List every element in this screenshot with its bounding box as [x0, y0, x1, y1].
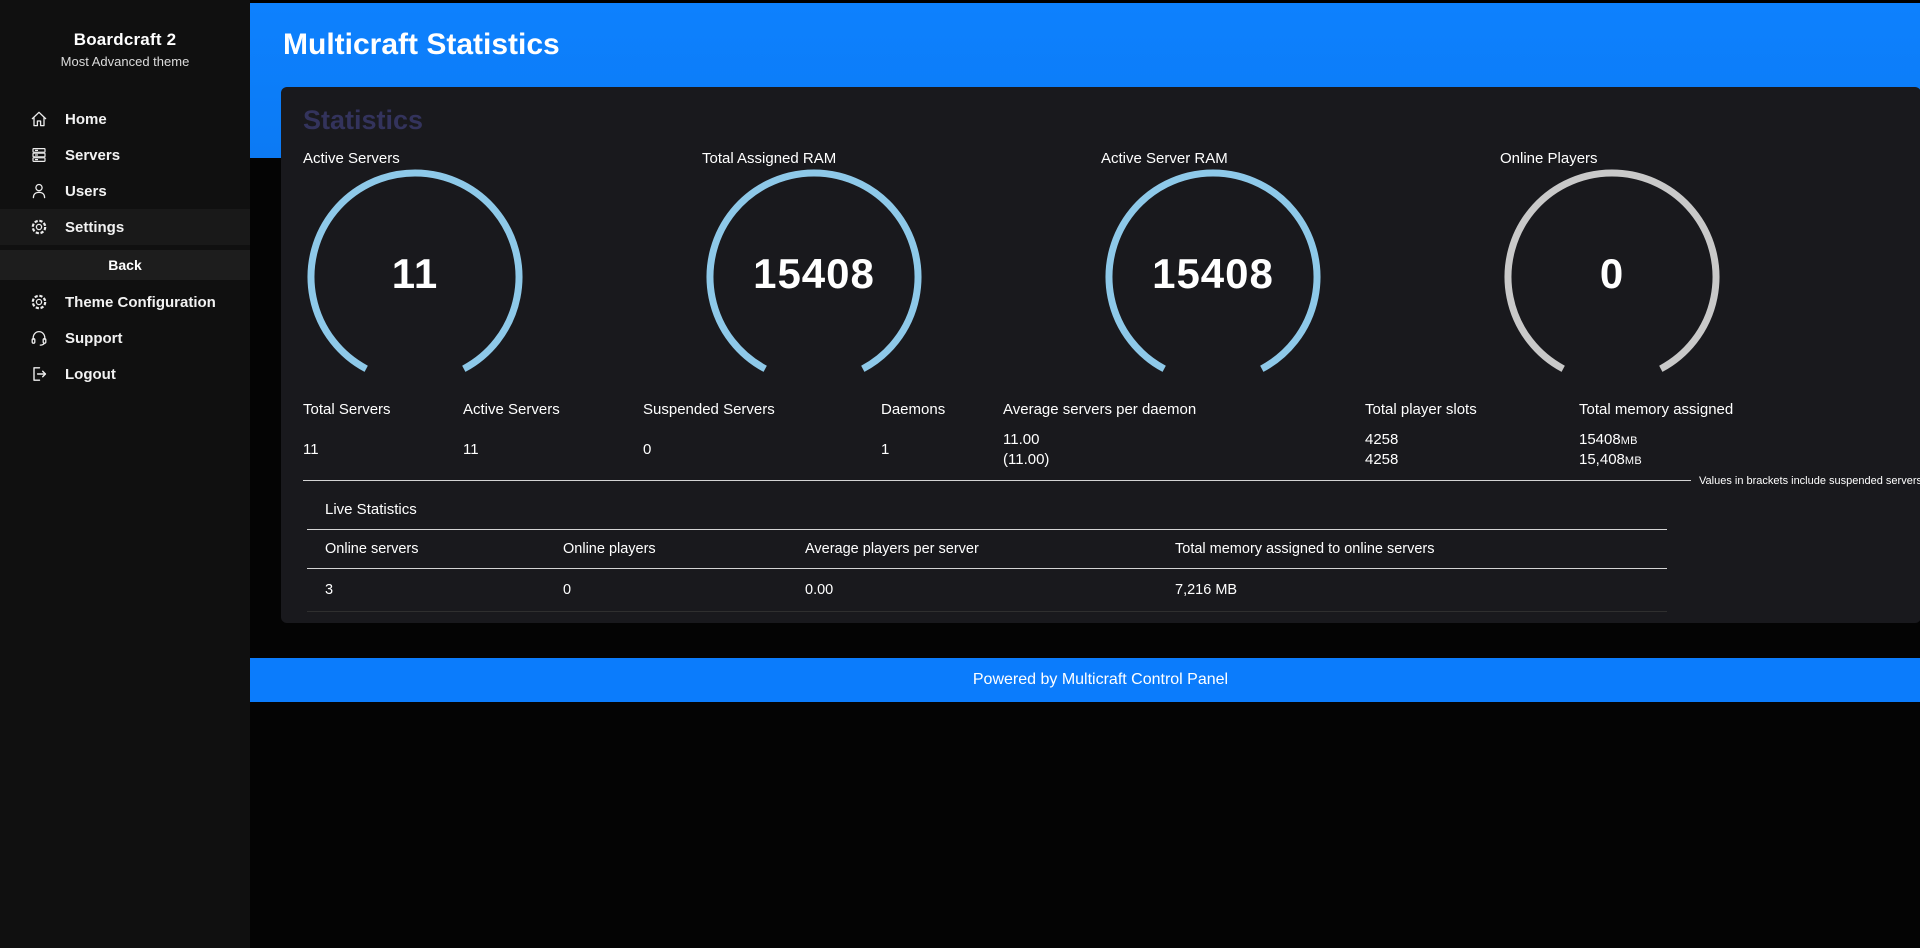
sidebar-back-button[interactable]: Back — [0, 250, 250, 280]
sidebar-item-settings[interactable]: Settings — [0, 209, 250, 245]
live-header-total-memory-online: Total memory assigned to online servers — [1175, 541, 1435, 557]
sidebar-nav-secondary: Theme Configuration Support — [0, 284, 250, 392]
nav-label: Support — [65, 329, 123, 347]
servers-icon — [28, 144, 50, 166]
gauge-arc — [706, 169, 922, 372]
nav-label: Logout — [65, 365, 116, 383]
gauge-label: Total Assigned RAM — [702, 150, 837, 167]
gauge-value: 15408 — [1152, 250, 1274, 297]
live-value-avg-players: 0.00 — [805, 582, 834, 598]
gauge-value: 0 — [1599, 250, 1625, 297]
gauge-label: Online Players — [1500, 150, 1598, 167]
live-table-row: 3 0 0.00 7,216 MB — [307, 569, 1667, 612]
live-value-online-players: 0 — [563, 582, 572, 598]
stat-active-servers: Active Servers 11 — [463, 401, 560, 458]
headset-icon — [28, 327, 50, 349]
stat-total-player-slots: Total player slots 4258 4258 — [1365, 401, 1477, 468]
nav-label: Home — [65, 110, 107, 128]
sidebar-item-home[interactable]: Home — [0, 101, 250, 137]
main-content: Multicraft Statistics Statistics Active … — [250, 0, 1920, 948]
gauge-value: 11 — [391, 250, 439, 297]
stat-daemons: Daemons 1 — [881, 401, 946, 458]
live-value-online-servers: 3 — [325, 582, 334, 598]
live-table-header: Online servers Online players Average pl… — [307, 530, 1667, 569]
stat-total-servers: Total Servers 11 — [303, 401, 391, 458]
nav-label: Settings — [65, 218, 125, 236]
sidebar-item-theme-configuration[interactable]: Theme Configuration — [0, 284, 250, 320]
gauge-label: Active Server RAM — [1101, 150, 1228, 167]
nav-label: Theme Configuration — [65, 293, 216, 311]
live-value-total-memory-online: 7,216 MB — [1175, 582, 1238, 598]
stat-suspended-servers: Suspended Servers 0 — [643, 401, 775, 458]
gauge-active-servers: Active Servers 11 — [303, 150, 702, 379]
footer-text: Powered by Multicraft Control Panel — [972, 671, 1229, 688]
gauge-arc — [1504, 169, 1720, 372]
logout-icon — [28, 363, 50, 385]
divider — [303, 480, 1691, 481]
gauge-arc — [307, 169, 523, 372]
gear-icon — [28, 216, 50, 238]
summary-stats: Total Servers 11 Active Servers 11 Suspe… — [303, 401, 1899, 468]
sidebar-nav-primary: Home Servers — [0, 101, 250, 245]
gauge-label: Active Servers — [303, 150, 400, 167]
gauges-row: Active Servers 11 Total Assigned RAM — [303, 150, 1899, 379]
live-statistics: Live Statistics Online servers Online pl… — [307, 491, 1667, 612]
stat-avg-servers-per-daemon: Average servers per daemon 11.00 (11.00) — [1003, 401, 1197, 468]
gauge-arc — [1105, 169, 1321, 372]
live-header-avg-players: Average players per server — [805, 541, 979, 557]
gauge-online-players: Online Players 0 — [1500, 150, 1899, 379]
nav-label: Users — [65, 182, 107, 200]
home-icon — [28, 108, 50, 130]
sidebar-item-users[interactable]: Users — [0, 173, 250, 209]
gauge-total-assigned-ram: Total Assigned RAM 15408 — [702, 150, 1101, 379]
live-header-online-servers: Online servers — [325, 541, 419, 557]
sidebar-item-logout[interactable]: Logout — [0, 356, 250, 392]
summary-divider-row: Values in brackets include suspended ser… — [303, 472, 1920, 487]
users-icon — [28, 180, 50, 202]
gauge-value: 15408 — [753, 250, 875, 297]
stat-total-memory-assigned: Total memory assigned 15408MB 15,408MB — [1579, 401, 1734, 468]
live-header-online-players: Online players — [563, 541, 656, 557]
brackets-note: Values in brackets include suspended ser… — [1699, 475, 1920, 487]
footer: Powered by Multicraft Control Panel — [250, 658, 1920, 702]
brand: Boardcraft 2 Most Advanced theme — [0, 30, 250, 69]
statistics-card: Statistics Active Servers 11 Total Assig… — [281, 87, 1920, 623]
nav-label: Servers — [65, 146, 121, 164]
sidebar: Boardcraft 2 Most Advanced theme Home — [0, 0, 250, 948]
sidebar-item-servers[interactable]: Servers — [0, 137, 250, 173]
brand-subtitle: Most Advanced theme — [60, 54, 190, 69]
gauge-active-server-ram: Active Server RAM 15408 — [1101, 150, 1500, 379]
brand-title: Boardcraft 2 — [73, 30, 177, 49]
card-title: Statistics — [303, 105, 424, 135]
live-statistics-title: Live Statistics — [307, 491, 1667, 530]
gear-icon — [28, 291, 50, 313]
page-title: Multicraft Statistics — [283, 28, 560, 61]
sidebar-item-support[interactable]: Support — [0, 320, 250, 356]
